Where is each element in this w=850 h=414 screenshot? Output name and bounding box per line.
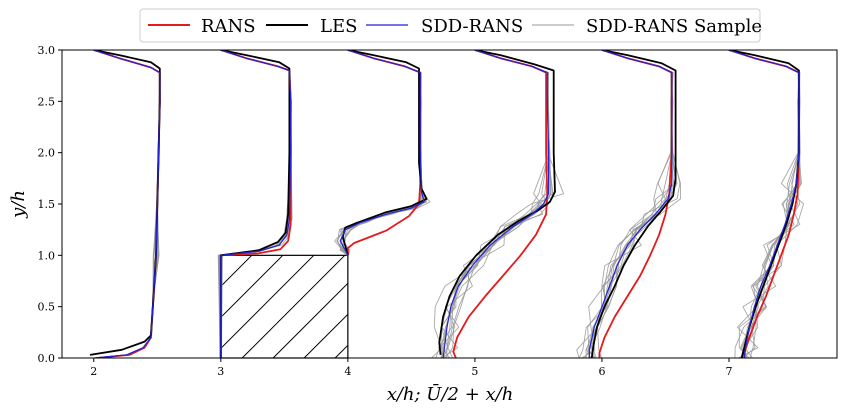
y-axis-label: y/h <box>8 190 29 219</box>
sdd-rans-sample-curve <box>336 50 427 256</box>
rans-curve <box>452 50 549 358</box>
y-ticks: 0.0 0.5 1.0 1.5 2.0 2.5 3.0 <box>38 44 62 365</box>
sdd-rans-sample-curve <box>578 50 678 358</box>
sdd-rans-sample-curve <box>93 50 160 358</box>
x-tick-label: 5 <box>471 365 478 378</box>
sdd-rans-sample-curve <box>92 50 161 358</box>
hatch-line <box>220 255 284 319</box>
sdd-rans-sample-curve <box>93 50 161 358</box>
rans-curve <box>93 50 161 358</box>
mean-curves <box>89 50 800 358</box>
hatch-line <box>241 255 346 358</box>
x-tick-label: 3 <box>217 365 224 378</box>
x-tick-label: 2 <box>90 365 97 378</box>
sdd-rans-sample-curve <box>93 50 161 358</box>
sdd-rans-curve <box>93 50 161 358</box>
les-curve <box>89 50 161 356</box>
y-tick-label: 0.0 <box>38 352 56 365</box>
x-tick-label: 4 <box>344 365 351 378</box>
sdd-rans-sample-curve <box>438 50 553 358</box>
sdd-rans-sample-curve <box>219 50 292 358</box>
sdd-rans-curve <box>728 50 800 358</box>
les-curve <box>219 50 291 358</box>
les-curve <box>438 50 556 355</box>
legend-label-les: LES <box>320 16 357 37</box>
les-curve <box>728 50 800 358</box>
sdd-rans-sample-curve <box>93 50 161 358</box>
sdd-rans-sample-curve <box>218 50 292 358</box>
sample-curves <box>92 50 804 358</box>
x-axis-label: x/h; Ū/2 + x/h <box>387 382 514 405</box>
legend-box <box>139 8 761 43</box>
sdd-rans-sample-curve <box>219 50 292 358</box>
x-tick-label: 6 <box>598 365 605 378</box>
hatch-line <box>334 344 348 358</box>
sdd-rans-curve <box>588 50 673 358</box>
sdd-rans-sample-curve <box>334 50 424 256</box>
sdd-rans-sample-curve <box>576 50 674 358</box>
hatch-line <box>220 255 222 257</box>
sdd-rans-sample-curve <box>220 50 292 358</box>
legend: RANS LES SDD-RANS SDD-RANS Sample <box>139 8 762 43</box>
sdd-rans-curve <box>220 50 292 358</box>
les-curve <box>341 50 428 256</box>
sdd-rans-sample-curve <box>218 50 292 358</box>
y-tick-label: 1.5 <box>38 198 56 211</box>
obstacle-hatch <box>220 255 531 358</box>
legend-label-sdd: SDD-RANS <box>421 16 523 37</box>
legend-label-samples: SDD-RANS Sample <box>586 16 762 37</box>
sdd-rans-curve <box>339 50 425 256</box>
hatch-line <box>303 313 348 358</box>
sdd-rans-sample-curve <box>219 50 292 358</box>
y-tick-label: 2.0 <box>38 147 56 160</box>
x-tick-label: 7 <box>726 365 733 378</box>
sdd-rans-sample-curve <box>441 50 551 358</box>
sdd-rans-sample-curve <box>218 50 292 358</box>
les-curve <box>590 50 677 358</box>
hatch-line <box>220 255 253 288</box>
sdd-rans-sample-curve <box>94 50 160 358</box>
sdd-rans-sample-curve <box>440 50 550 358</box>
sdd-rans-sample-curve <box>217 50 292 358</box>
hatch-line <box>428 255 531 358</box>
sdd-rans-sample-curve <box>217 50 292 358</box>
sdd-rans-sample-curve <box>93 50 161 358</box>
y-tick-label: 2.5 <box>38 95 56 108</box>
y-tick-label: 3.0 <box>38 44 56 57</box>
sdd-rans-sample-curve <box>444 50 552 358</box>
y-tick-label: 0.5 <box>38 301 56 314</box>
sdd-rans-sample-curve <box>93 50 161 358</box>
sdd-rans-sample-curve <box>93 50 161 358</box>
sdd-rans-sample-curve <box>728 50 800 358</box>
sdd-rans-sample-curve <box>93 50 161 358</box>
x-ticks: 2 3 4 5 6 7 <box>90 358 733 378</box>
legend-label-rans: RANS <box>201 16 256 37</box>
rans-curve <box>219 50 292 358</box>
y-tick-label: 1.0 <box>38 249 56 262</box>
sdd-rans-sample-curve <box>219 50 291 358</box>
sdd-rans-sample-curve <box>94 50 161 358</box>
hatch-line <box>220 255 315 350</box>
sdd-rans-sample-curve <box>93 50 161 358</box>
sdd-rans-sample-curve <box>336 50 423 256</box>
hatch-line <box>272 282 348 358</box>
sdd-rans-curve <box>442 50 550 358</box>
sdd-rans-sample-curve <box>220 50 292 358</box>
sdd-rans-sample-curve <box>446 50 550 358</box>
